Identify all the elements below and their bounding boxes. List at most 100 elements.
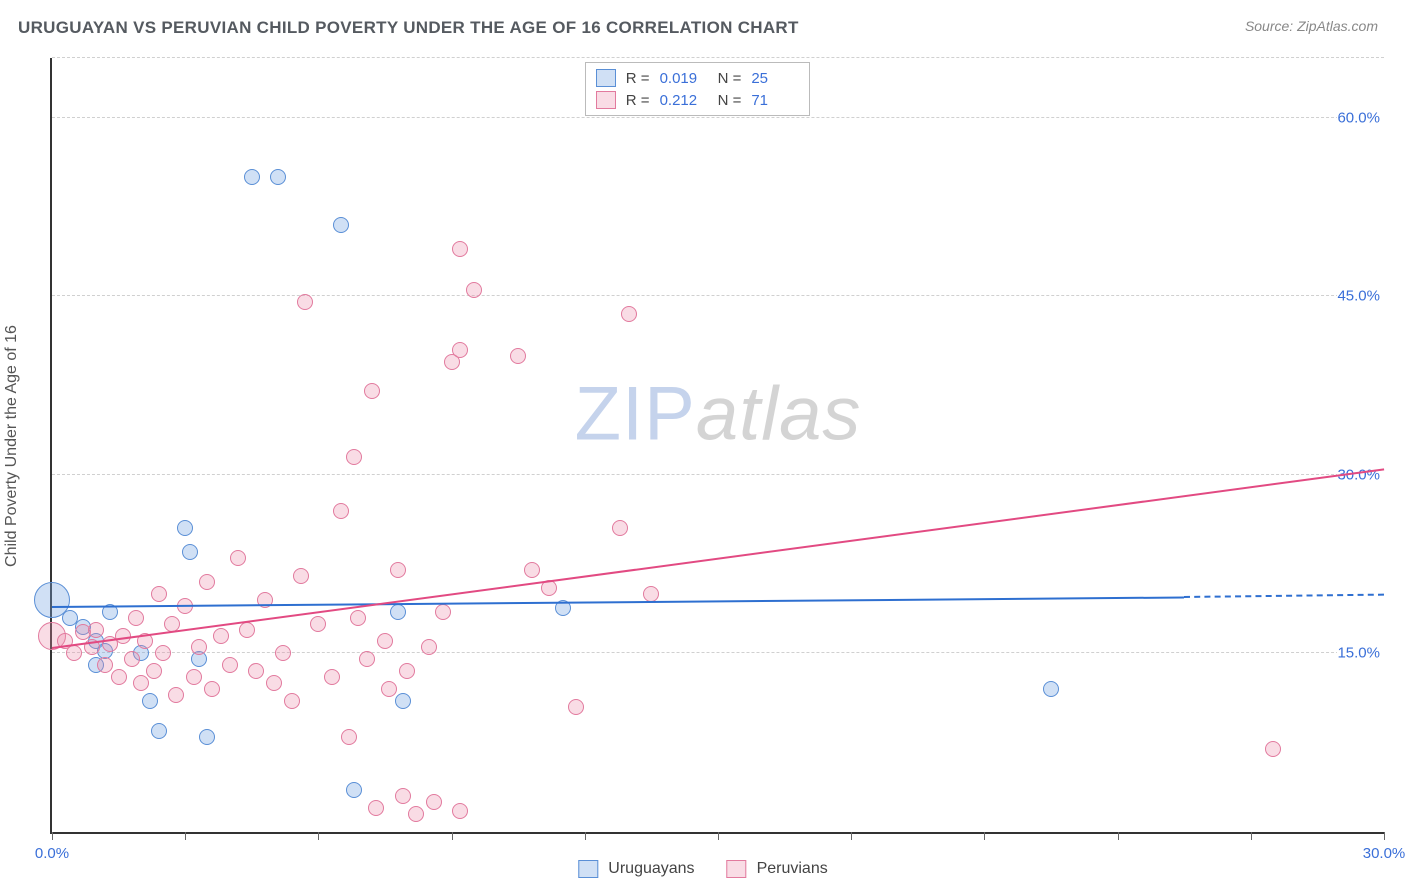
- scatter-point: [452, 241, 468, 257]
- legend-item: Peruvians: [727, 860, 828, 878]
- legend-swatch: [596, 91, 616, 109]
- gridline: [52, 652, 1384, 653]
- scatter-point: [297, 294, 313, 310]
- scatter-point: [364, 383, 380, 399]
- scatter-point: [612, 520, 628, 536]
- x-tick-label: 0.0%: [35, 845, 69, 862]
- scatter-point: [333, 503, 349, 519]
- n-value: 71: [751, 92, 799, 109]
- r-value: 0.212: [660, 92, 708, 109]
- legend-swatch: [596, 69, 616, 87]
- scatter-point: [350, 610, 366, 626]
- scatter-point: [191, 639, 207, 655]
- scatter-point: [452, 803, 468, 819]
- scatter-point: [421, 639, 437, 655]
- scatter-point: [213, 628, 229, 644]
- x-tick: [452, 832, 453, 840]
- scatter-point: [524, 562, 540, 578]
- legend-stat-row: R = 0.019 N = 25: [596, 67, 800, 89]
- scatter-point: [142, 693, 158, 709]
- scatter-point: [1265, 741, 1281, 757]
- legend-swatch: [578, 860, 598, 878]
- scatter-point: [88, 622, 104, 638]
- x-tick: [318, 832, 319, 840]
- scatter-point: [1043, 681, 1059, 697]
- source-label: Source: ZipAtlas.com: [1245, 18, 1378, 34]
- legend-series: Uruguayans Peruvians: [578, 860, 827, 878]
- x-tick: [1384, 832, 1385, 840]
- scatter-point: [151, 723, 167, 739]
- scatter-point: [643, 586, 659, 602]
- scatter-point: [359, 651, 375, 667]
- legend-stat-row: R =0.212N =71: [596, 89, 800, 111]
- scatter-point: [97, 657, 113, 673]
- scatter-point: [435, 604, 451, 620]
- plot-container: ZIPatlas R =0.019N =25R =0.212N =71 15.0…: [50, 58, 1384, 834]
- scatter-point: [270, 169, 286, 185]
- r-value: 0.019: [660, 70, 708, 87]
- scatter-point: [230, 550, 246, 566]
- scatter-point: [510, 348, 526, 364]
- x-tick: [1251, 832, 1252, 840]
- scatter-point: [466, 282, 482, 298]
- scatter-point: [133, 675, 149, 691]
- x-tick: [585, 832, 586, 840]
- scatter-point: [399, 663, 415, 679]
- watermark: ZIPatlas: [575, 371, 862, 458]
- watermark-atlas: atlas: [696, 372, 862, 457]
- scatter-point: [199, 574, 215, 590]
- scatter-point: [324, 669, 340, 685]
- scatter-point: [239, 622, 255, 638]
- scatter-point: [186, 669, 202, 685]
- x-tick-label: 30.0%: [1363, 845, 1406, 862]
- legend-correlation-box: R =0.019N =25R =0.212N =71: [585, 62, 811, 116]
- scatter-point: [182, 544, 198, 560]
- scatter-point: [66, 645, 82, 661]
- scatter-point: [128, 610, 144, 626]
- n-value: 25: [751, 70, 799, 87]
- scatter-point: [346, 449, 362, 465]
- scatter-point: [621, 306, 637, 322]
- scatter-point: [266, 675, 282, 691]
- scatter-point: [248, 663, 264, 679]
- y-tick-label: 45.0%: [1337, 288, 1386, 305]
- scatter-point: [341, 729, 357, 745]
- legend-label: Peruvians: [757, 860, 828, 878]
- scatter-point: [426, 794, 442, 810]
- y-tick-label: 60.0%: [1337, 109, 1386, 126]
- r-label: R =: [626, 92, 650, 109]
- scatter-point: [115, 628, 131, 644]
- scatter-point: [155, 645, 171, 661]
- scatter-point: [395, 788, 411, 804]
- scatter-point: [177, 520, 193, 536]
- y-axis-title: Child Poverty Under the Age of 16: [3, 325, 21, 567]
- trend-line: [52, 596, 1184, 608]
- scatter-point: [452, 342, 468, 358]
- scatter-point: [222, 657, 238, 673]
- legend-item: Uruguayans: [578, 860, 694, 878]
- x-tick: [52, 832, 53, 840]
- y-tick-label: 15.0%: [1337, 645, 1386, 662]
- scatter-point: [377, 633, 393, 649]
- plot-area: ZIPatlas R =0.019N =25R =0.212N =71 15.0…: [50, 58, 1384, 834]
- gridline: [52, 295, 1384, 296]
- scatter-point: [390, 604, 406, 620]
- r-label: R =: [626, 70, 650, 87]
- scatter-point: [333, 217, 349, 233]
- scatter-point: [390, 562, 406, 578]
- scatter-point: [111, 669, 127, 685]
- scatter-point: [293, 568, 309, 584]
- x-tick: [851, 832, 852, 840]
- scatter-point: [146, 663, 162, 679]
- scatter-point: [408, 806, 424, 822]
- legend-label: Uruguayans: [608, 860, 694, 878]
- scatter-point: [275, 645, 291, 661]
- gridline: [52, 117, 1384, 118]
- x-tick: [185, 832, 186, 840]
- n-label: N =: [718, 70, 742, 87]
- gridline: [52, 474, 1384, 475]
- scatter-point: [124, 651, 140, 667]
- scatter-point: [310, 616, 326, 632]
- scatter-point: [284, 693, 300, 709]
- header-bar: URUGUAYAN VS PERUVIAN CHILD POVERTY UNDE…: [0, 0, 1406, 46]
